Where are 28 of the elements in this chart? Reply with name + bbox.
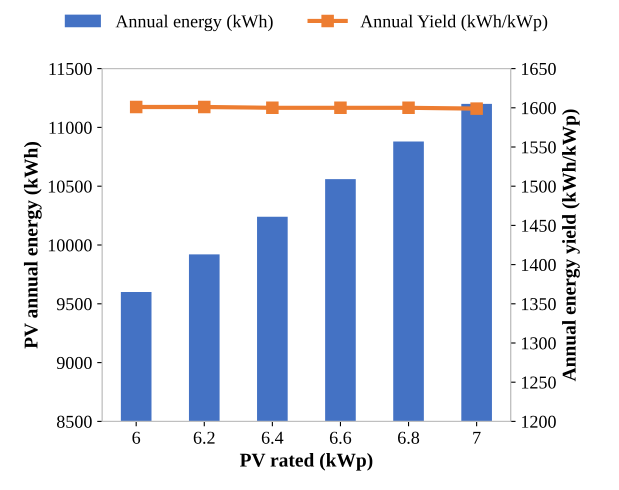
x-tick-label: 6.2	[194, 432, 215, 444]
legend-label: Annual Yield (kWh/kWp)	[360, 14, 548, 32]
y-tick-label: 9000	[56, 356, 92, 370]
x-tick-label: 6.6	[330, 432, 352, 444]
x-tick-label: 6.8	[398, 432, 420, 444]
x-tick-label: 6.4	[262, 432, 284, 444]
x-tick-label: 7	[473, 432, 481, 444]
x-tick-label: 6	[132, 432, 140, 444]
y-axis-title: PV annual energy (kWh)	[24, 142, 42, 348]
y-tick-label: 10000	[48, 239, 92, 252]
y2-tick-label: 1350	[522, 298, 556, 310]
y2-tick-label: 1450	[522, 220, 556, 232]
y-tick-label: 11500	[50, 62, 92, 76]
y2-tick-label: 1400	[522, 258, 556, 272]
y2-tick-label: 1200	[522, 416, 556, 428]
y2-tick-label: 1250	[522, 376, 556, 389]
y2-tick-label: 1300	[522, 337, 556, 350]
y-tick-label: 9500	[56, 298, 92, 310]
y2-axis-title: Annual energy yield (kWh/kWp)	[562, 109, 580, 382]
y2-tick-label: 1650	[522, 62, 556, 76]
x-axis-title: PV rated (kWp)	[240, 453, 372, 471]
y-tick-label: 10500	[48, 180, 92, 193]
y2-tick-label: 1500	[522, 180, 556, 193]
y-tick-label: 8500	[56, 416, 92, 428]
y-tick-label: 11000	[50, 122, 92, 134]
y2-tick-label: 1600	[522, 102, 556, 114]
legend-label: Annual energy (kWh)	[116, 14, 273, 32]
y2-tick-label: 1550	[522, 141, 556, 154]
